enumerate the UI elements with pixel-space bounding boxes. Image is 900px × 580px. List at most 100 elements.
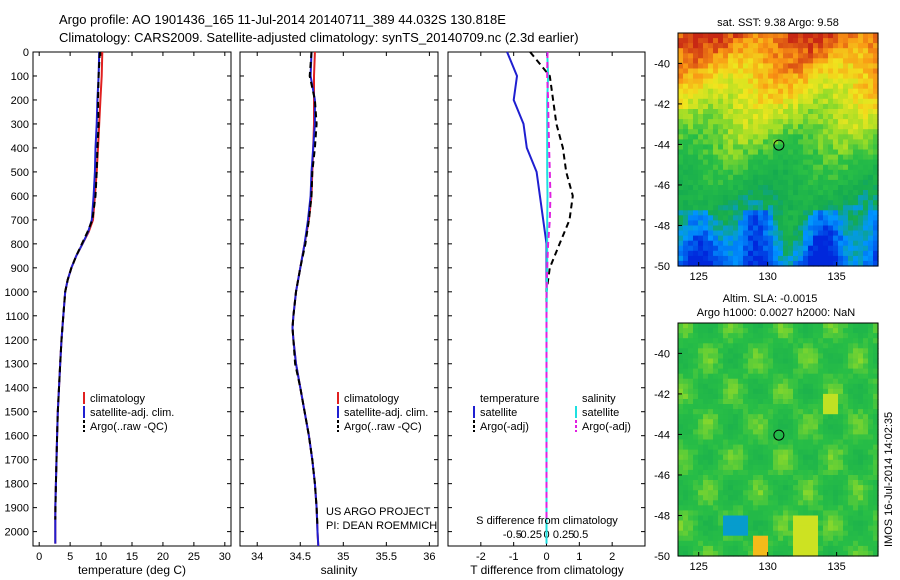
map-cell [768, 490, 774, 496]
map-cell [838, 404, 844, 410]
map-cell [858, 378, 864, 385]
map-cell [818, 235, 824, 242]
map-cell [708, 255, 714, 262]
map-cell [718, 159, 724, 166]
map-cell [863, 43, 869, 49]
map-cell [723, 124, 729, 130]
map-cell [768, 43, 774, 49]
map-cell [693, 230, 699, 237]
map-cell [868, 530, 874, 537]
map-cell [683, 404, 689, 410]
map-cell [758, 190, 764, 196]
map-cell [823, 429, 829, 436]
map-cell [708, 424, 714, 430]
map-cell [798, 358, 804, 365]
map-cell [863, 134, 869, 140]
map-cell [773, 393, 779, 400]
map-cell [778, 439, 784, 446]
map-cell [823, 393, 829, 400]
map-cell [678, 235, 684, 242]
map-cell [693, 73, 699, 80]
map-cell [748, 98, 754, 105]
map-cell [748, 225, 754, 232]
map-cell [683, 343, 689, 349]
map-cell [698, 520, 704, 527]
map-cell [778, 475, 784, 481]
map-cell [703, 328, 709, 334]
map-cell [873, 520, 879, 527]
map-cell [768, 149, 774, 156]
map-cell [768, 510, 774, 517]
map-cell [838, 338, 844, 344]
map-cell [863, 485, 869, 491]
map-cell [768, 373, 774, 380]
map-cell [853, 368, 859, 375]
map-cell [748, 195, 754, 201]
map-cell [693, 63, 699, 70]
map-cell [768, 393, 774, 400]
map-cell [853, 520, 859, 527]
depth-tick-label: 1700 [5, 455, 29, 467]
map-cell [713, 373, 719, 380]
map-cell [698, 139, 704, 146]
map-cell [823, 185, 829, 191]
map-cell [833, 459, 839, 466]
map-cell [683, 53, 689, 59]
map-cell [798, 230, 804, 237]
map-cell [773, 419, 779, 425]
map-cell [733, 328, 739, 334]
map-cell [788, 328, 794, 334]
map-cell [793, 88, 799, 95]
map-cell [868, 358, 874, 365]
map-cell [743, 530, 749, 537]
map-cell [848, 459, 854, 466]
map-cell [823, 139, 829, 146]
map-cell [843, 323, 849, 329]
map-cell [868, 250, 874, 257]
map-cell [858, 343, 864, 349]
map-cell [868, 215, 874, 221]
map-cell [803, 429, 809, 436]
map-cell [763, 545, 769, 552]
map-cell [683, 154, 689, 161]
map-cell [733, 48, 739, 54]
map-cell [853, 495, 859, 501]
map-cell [803, 480, 809, 486]
map-cell [723, 333, 729, 339]
map-cell [773, 434, 779, 441]
map-cell [748, 444, 754, 451]
map-cell [858, 235, 864, 242]
map-cell [693, 200, 699, 206]
map-cell [803, 485, 809, 491]
map-cell [743, 200, 749, 206]
map-cell [823, 78, 829, 85]
map-cell [793, 500, 799, 506]
map-cell [748, 490, 754, 496]
x-tick-label: 25 [188, 551, 200, 563]
map-cell [833, 255, 839, 262]
map-cell [838, 485, 844, 491]
map-cell [818, 103, 824, 110]
map-cell [808, 144, 814, 151]
map-cell [763, 190, 769, 196]
map-cell [708, 63, 714, 70]
map-cell [778, 48, 784, 54]
map-cell [683, 129, 689, 135]
map-cell [818, 378, 824, 385]
map-cell [788, 240, 794, 247]
map-cell [723, 480, 729, 486]
map-cell [788, 68, 794, 75]
map-cell [778, 358, 784, 365]
map-cell [693, 220, 699, 227]
map-cell [843, 530, 849, 537]
map-cell [843, 195, 849, 201]
map-cell [713, 323, 719, 329]
map-cell [738, 353, 744, 360]
map-cell [858, 444, 864, 451]
map-cell [783, 449, 789, 456]
map-cell [763, 53, 769, 59]
map-cell [693, 480, 699, 486]
map-cell [728, 139, 734, 146]
figure-title-line2: Climatology: CARS2009. Satellite-adjuste… [59, 30, 579, 45]
map-cell [688, 164, 694, 171]
